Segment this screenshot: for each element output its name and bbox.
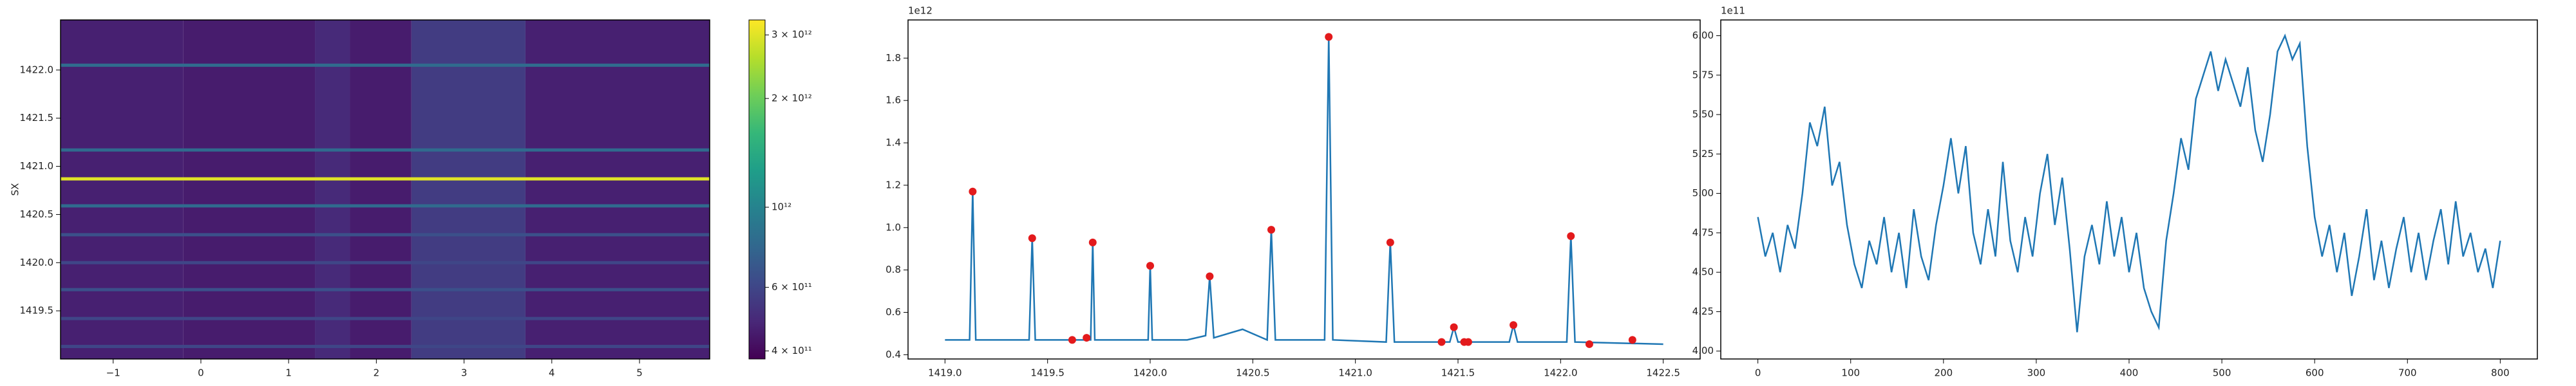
heatmap-line — [61, 261, 710, 264]
x-tick-label: 100 — [1841, 367, 1860, 379]
peak-marker — [1437, 338, 1446, 346]
peak-marker — [1464, 338, 1472, 346]
y-tick-label: 0.8 — [886, 264, 901, 275]
heatmap-column — [525, 20, 710, 359]
x-tick-label: 1419.0 — [928, 367, 962, 379]
peak-marker — [1083, 334, 1091, 342]
x-tick-label: 1420.0 — [1133, 367, 1168, 379]
y-tick-label: 4.00 — [1692, 345, 1714, 356]
peak-marker — [1028, 234, 1036, 243]
heatmap-column — [183, 20, 316, 359]
x-tick-label: 700 — [2398, 367, 2417, 379]
x-tick-label: 1 — [285, 367, 292, 379]
y-tick-label: 1420.5 — [20, 208, 54, 220]
peak-marker — [1267, 226, 1276, 234]
y-tick-label: 1422.0 — [20, 64, 54, 75]
heatmap-column — [61, 20, 184, 359]
x-tick-label: 300 — [2027, 367, 2046, 379]
colorbar-tick-label: 6 × 10¹¹ — [772, 281, 812, 293]
x-tick-label: 4 — [549, 367, 555, 379]
x-tick-label: 0 — [1755, 367, 1761, 379]
y-tick-label: 1421.5 — [20, 112, 54, 124]
heatmap-line — [61, 204, 710, 208]
x-tick-label: 5 — [636, 367, 643, 379]
x-tick-label: 500 — [2213, 367, 2231, 379]
peak-marker — [1567, 232, 1575, 240]
peak-marker — [1325, 33, 1333, 41]
colorbar-tick-label: 2 × 10¹² — [772, 93, 812, 104]
y-tick-label: 5.00 — [1692, 187, 1714, 199]
axes-frame — [60, 19, 710, 360]
heatmap-column — [315, 20, 350, 359]
y-tick-label: 4.50 — [1692, 266, 1714, 278]
heatmap-line — [61, 148, 710, 152]
y-tick-label: 0.6 — [886, 306, 901, 318]
y-tick-label: 1.4 — [886, 137, 901, 149]
x-tick-label: −1 — [106, 367, 120, 379]
peak-marker — [1068, 336, 1076, 344]
heatmap-line — [61, 63, 710, 67]
y-tick-label: 5.25 — [1692, 148, 1714, 160]
colorbar-tick-label: 3 × 10¹² — [772, 29, 812, 41]
colorbar — [748, 19, 766, 360]
peak-marker — [1386, 238, 1394, 246]
x-tick-label: 1421.5 — [1441, 367, 1475, 379]
y-tick-label: 6.00 — [1692, 30, 1714, 41]
peak-marker — [1146, 262, 1155, 270]
x-tick-label: 3 — [461, 367, 468, 379]
x-tick-label: 2 — [374, 367, 380, 379]
x-tick-label: 600 — [2306, 367, 2324, 379]
y-tick-label: 5.75 — [1692, 69, 1714, 80]
y-tick-label: 4.75 — [1692, 226, 1714, 238]
heatmap-line — [61, 345, 710, 349]
peak-marker — [1450, 323, 1458, 331]
x-tick-label: 800 — [2491, 367, 2510, 379]
y-tick-label: 1.2 — [886, 179, 901, 190]
colorbar-tick-label: 4 × 10¹¹ — [772, 345, 812, 356]
x-tick-label: 1420.5 — [1236, 367, 1270, 379]
peak-marker — [1585, 340, 1593, 348]
peak-marker — [1088, 238, 1097, 246]
y-tick-label: 5.50 — [1692, 109, 1714, 120]
y-tick-label: 1.8 — [886, 52, 901, 64]
heatmap-column — [411, 20, 526, 359]
y-tick-label: 1.6 — [886, 95, 901, 106]
heatmap-line — [61, 233, 710, 237]
y-tick-label: 1420.0 — [20, 257, 54, 268]
offset-label: 1e12 — [908, 5, 933, 17]
colorbar-tick-label: 10¹² — [772, 201, 791, 213]
data-line — [1757, 33, 2501, 333]
y-tick-label: 4.25 — [1692, 306, 1714, 317]
peak-marker — [1510, 321, 1518, 329]
y-axis-label: SX — [10, 183, 21, 196]
peak-marker — [969, 187, 977, 196]
x-tick-label: 400 — [2120, 367, 2139, 379]
peak-marker — [1628, 336, 1636, 344]
heatmap-line — [61, 317, 710, 320]
y-tick-label: 1.0 — [886, 221, 901, 233]
x-tick-label: 1422.5 — [1646, 367, 1680, 379]
peak-marker — [1206, 272, 1214, 280]
heatmap-line — [61, 177, 710, 181]
y-tick-label: 0.4 — [886, 349, 901, 360]
heatmap-column — [350, 20, 412, 359]
x-tick-label: 200 — [1934, 367, 1953, 379]
y-tick-label: 1419.5 — [20, 305, 54, 317]
y-tick-label: 1421.0 — [20, 160, 54, 172]
axes-frame — [907, 19, 1701, 360]
x-tick-label: 1422.0 — [1544, 367, 1578, 379]
heatmap — [61, 20, 710, 359]
data-line — [945, 37, 1663, 345]
x-tick-label: 1421.0 — [1338, 367, 1372, 379]
x-tick-label: 1419.5 — [1030, 367, 1065, 379]
heatmap-line — [61, 288, 710, 291]
x-tick-label: 0 — [198, 367, 204, 379]
offset-label: 1e11 — [1721, 5, 1745, 17]
